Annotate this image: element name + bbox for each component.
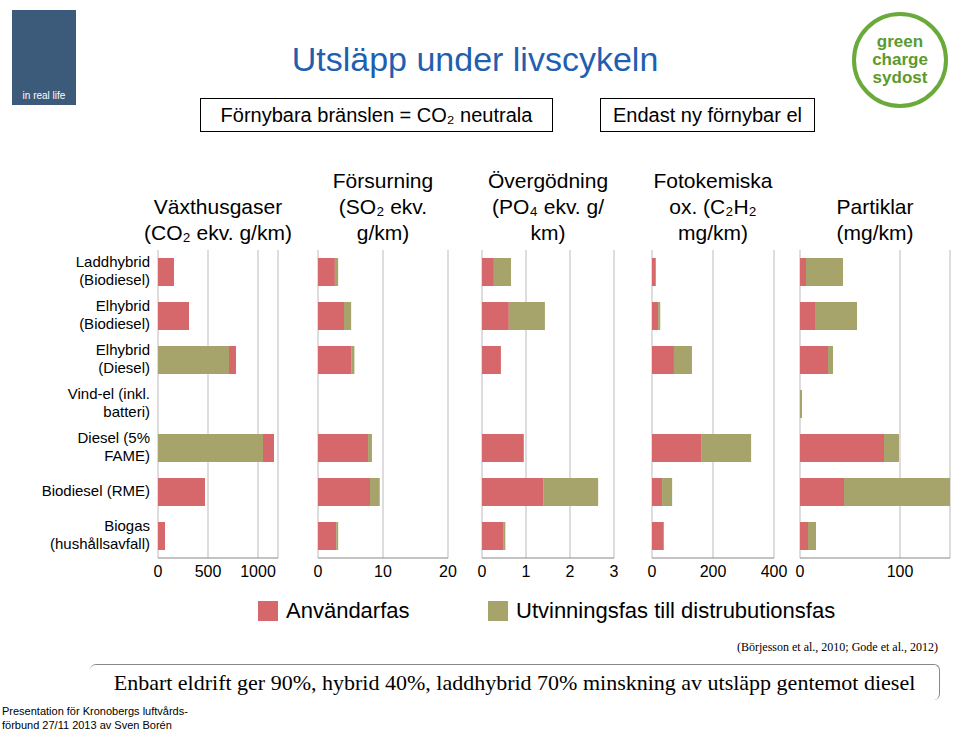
- html-text:ox. (C₂H₂: ox. (C₂H₂: [669, 195, 757, 218]
- svg-text:3: 3: [610, 563, 619, 580]
- html-text:charge: charge: [872, 50, 928, 69]
- svg-text:0: 0: [314, 563, 323, 580]
- html-text:sydost: sydost: [872, 68, 928, 87]
- html-text:Försurning: Försurning: [332, 169, 434, 192]
- html-text:Partiklar: Partiklar: [836, 195, 914, 218]
- svg-text:Elhybrid(Biodiesel): Elhybrid(Biodiesel): [79, 297, 150, 332]
- html-text:in real life: in real life: [22, 90, 66, 101]
- svg-text:400: 400: [761, 563, 788, 580]
- svg-text:0: 0: [478, 563, 487, 580]
- html-text:(PO₄ ekv. g/: (PO₄ ekv. g/: [492, 195, 604, 218]
- html-text:(SO₂ ekv.: (SO₂ ekv.: [338, 195, 428, 218]
- svg-text:Biodiesel (RME): Biodiesel (RME): [42, 482, 150, 499]
- html-text:Övergödning: Övergödning: [487, 169, 609, 192]
- html-text:Presentation för Kronobergs lu: Presentation för Kronobergs luftvårds-: [2, 705, 188, 717]
- svg-text:2: 2: [566, 563, 575, 580]
- svg-text:0: 0: [796, 563, 805, 580]
- html-text:Utvinningsfas till distrubutio: Utvinningsfas till distrubutionsfas: [516, 598, 836, 623]
- html-text:förbund 27/11 2013 av Sven Bor: förbund 27/11 2013 av Sven Borén: [2, 719, 172, 731]
- svg-text:0: 0: [648, 563, 657, 580]
- html-text:(CO₂ ekv. g/km): (CO₂ ekv. g/km): [144, 221, 292, 244]
- html-text:km): km): [530, 221, 566, 244]
- html-text:Utsläpp under livscykeln: Utsläpp under livscykeln: [291, 40, 659, 78]
- svg-text:500: 500: [195, 563, 222, 580]
- html-text:Växthusgaser: Växthusgaser: [153, 195, 283, 218]
- svg-text:1000: 1000: [240, 563, 276, 580]
- html-text:Fotokemiska: Fotokemiska: [653, 169, 773, 192]
- html-text:g/km): g/km): [356, 221, 410, 244]
- svg-text:200: 200: [700, 563, 727, 580]
- html-text:mg/km): mg/km): [678, 221, 748, 244]
- svg-text:100: 100: [887, 563, 914, 580]
- svg-text:Vind-el (inkl.batteri): Vind-el (inkl.batteri): [68, 385, 150, 420]
- html-text:Förnybara bränslen = CO₂ neutr: Förnybara bränslen = CO₂ neutrala: [220, 103, 533, 126]
- html-text:Endast ny förnybar el: Endast ny förnybar el: [613, 103, 802, 126]
- svg-text:10: 10: [374, 563, 392, 580]
- svg-text:1: 1: [522, 563, 531, 580]
- html-text:(mg/km): (mg/km): [836, 221, 914, 244]
- html-text:(Börjesson et al., 2010; Gode: (Börjesson et al., 2010; Gode et al., 20…: [737, 640, 938, 654]
- svg-text:Biogas(hushållsavfall): Biogas(hushållsavfall): [50, 517, 150, 552]
- svg-text:20: 20: [439, 563, 457, 580]
- html-text:green: green: [876, 32, 924, 51]
- svg-text:Laddhybrid(Biodiesel): Laddhybrid(Biodiesel): [76, 253, 150, 288]
- html-text:Enbart eldrift ger 90%, hybrid: Enbart eldrift ger 90%, hybrid 40%, ladd…: [113, 669, 916, 695]
- svg-text:Diesel (5%FAME): Diesel (5%FAME): [77, 429, 150, 464]
- svg-text:0: 0: [154, 563, 163, 580]
- svg-text:Elhybrid(Diesel): Elhybrid(Diesel): [96, 341, 150, 376]
- html-text:Användarfas: Användarfas: [286, 598, 410, 623]
